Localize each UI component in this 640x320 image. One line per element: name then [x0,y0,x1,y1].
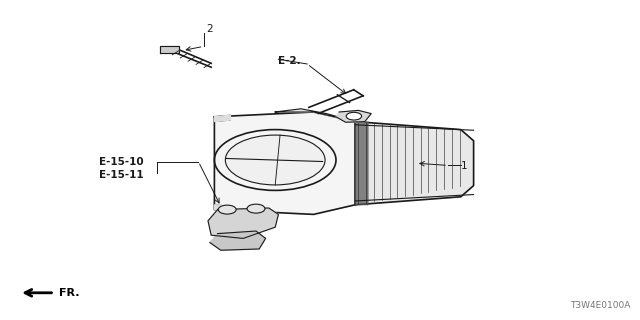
Polygon shape [355,122,368,205]
Text: 2: 2 [207,24,213,34]
Text: E-2.: E-2. [278,56,301,66]
Polygon shape [210,231,266,250]
Polygon shape [214,205,230,211]
Circle shape [218,205,236,214]
Polygon shape [355,122,474,205]
Circle shape [225,135,325,185]
Polygon shape [336,110,371,122]
Text: 1: 1 [461,161,467,172]
Polygon shape [214,115,230,122]
Text: FR.: FR. [59,288,79,298]
Text: E-15-10: E-15-10 [99,156,144,167]
Text: T3W4E0100A: T3W4E0100A [570,301,630,310]
Polygon shape [208,208,278,238]
Text: E-15-11: E-15-11 [99,170,144,180]
Circle shape [346,112,362,120]
Polygon shape [214,112,355,214]
Polygon shape [275,109,355,122]
Circle shape [247,204,265,213]
Polygon shape [160,46,179,53]
